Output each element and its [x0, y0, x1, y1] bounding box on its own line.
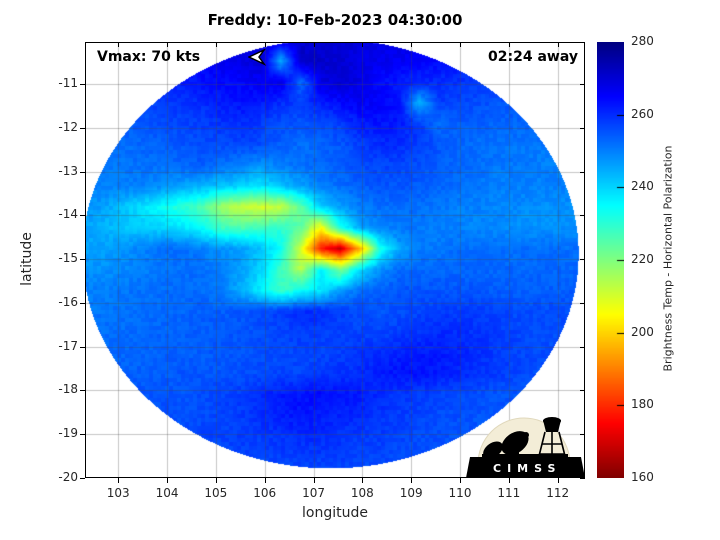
- eta-annotation: 02:24 away: [488, 49, 578, 65]
- y-tick-label: -11: [58, 76, 78, 91]
- x-tick-label: 110: [448, 486, 472, 500]
- x-tick-label: 103: [106, 486, 130, 500]
- colorbar-tick-label: 200: [631, 324, 654, 339]
- plot-title: Freddy: 10-Feb-2023 04:30:00: [207, 11, 463, 29]
- y-tick-label: -18: [58, 382, 78, 397]
- colorbar-tick-label: 260: [631, 106, 654, 121]
- colorbar: [597, 42, 624, 478]
- x-tick-label: 111: [497, 486, 521, 500]
- storm-marker-icon: [248, 49, 267, 66]
- y-tick-label: -20: [58, 470, 78, 484]
- x-tick-label: 107: [302, 486, 325, 500]
- vmax-annotation: Vmax: 70 kts: [97, 49, 201, 65]
- logo-banner: [466, 457, 585, 478]
- y-tick-label: -19: [58, 426, 78, 441]
- logo-text: CIMSS: [493, 462, 561, 475]
- y-tick-label: -17: [58, 338, 78, 353]
- x-tick-label: 106: [253, 486, 277, 500]
- x-axis-label: longitude: [302, 505, 368, 521]
- y-tick-label: -14: [58, 207, 78, 222]
- cimss-logo: CIMSS: [466, 417, 585, 478]
- colorbar-tick-label: 180: [631, 397, 654, 412]
- x-tick-label: 104: [155, 486, 179, 500]
- y-tick-label: -15: [58, 251, 78, 266]
- colorbar-tick-label: 160: [631, 470, 654, 484]
- colorbar-tick-label: 240: [631, 179, 654, 194]
- y-tick-label: -16: [58, 294, 78, 309]
- x-tick-label: 112: [546, 486, 570, 500]
- x-tick-label: 108: [350, 486, 374, 500]
- colorbar-tick-label: 220: [631, 252, 654, 266]
- colorbar-tick-label: 280: [631, 34, 654, 48]
- y-axis-label: latitude: [19, 232, 35, 286]
- y-tick-label: -12: [58, 119, 78, 134]
- y-tick-label: -13: [58, 163, 78, 178]
- x-tick-label: 105: [204, 486, 228, 500]
- x-tick-label: 109: [399, 486, 423, 500]
